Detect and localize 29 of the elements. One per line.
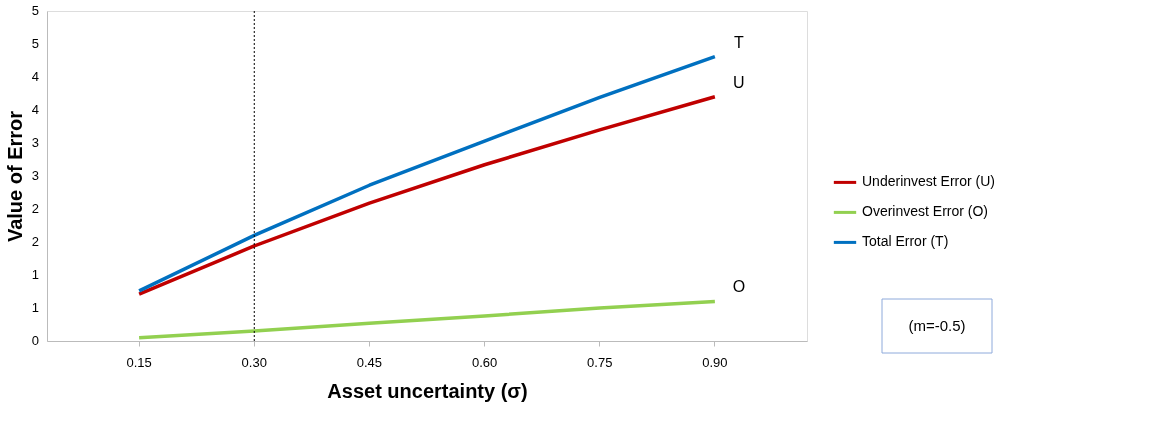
legend-label: Total Error (T)	[862, 233, 949, 250]
annotation: O	[732, 278, 746, 296]
y-tick-label: 3	[31, 168, 39, 183]
y-tick-label: 3	[31, 135, 39, 150]
y-tick-label: 4	[31, 69, 39, 84]
x-tick-label: 0.60	[471, 354, 498, 370]
x-tick-label: 0.75	[587, 354, 613, 370]
x-tick-label: 0.30	[241, 354, 267, 370]
y-tick-label: 2	[31, 234, 39, 249]
annotation: U	[733, 73, 745, 91]
y-tick-label: 1	[31, 300, 39, 315]
x-tick-label: 0.45	[356, 354, 383, 370]
y-tick-label: 4	[31, 102, 39, 117]
annotation: T	[733, 33, 744, 51]
y-tick-label: 1	[31, 267, 39, 282]
line-series	[137, 54, 717, 293]
legend-label: Overinvest Error (O)	[862, 203, 989, 220]
text: (m=-0.5)	[908, 317, 966, 334]
y-tick-label: 2	[31, 201, 39, 216]
x-axis-title: Asset uncertainty (σ)	[327, 379, 528, 402]
y-tick-label: 5	[31, 3, 39, 18]
x-tick-label: 0.90	[702, 354, 728, 370]
y-tick-label: 5	[31, 36, 39, 51]
legend-label: Underinvest Error (U)	[862, 173, 996, 190]
line-series	[137, 95, 717, 296]
line-series	[137, 299, 717, 340]
y-axis-title: Value of Error	[3, 110, 26, 243]
x-tick-label: 0.15	[126, 354, 152, 370]
y-tick-label: 0	[31, 333, 39, 348]
